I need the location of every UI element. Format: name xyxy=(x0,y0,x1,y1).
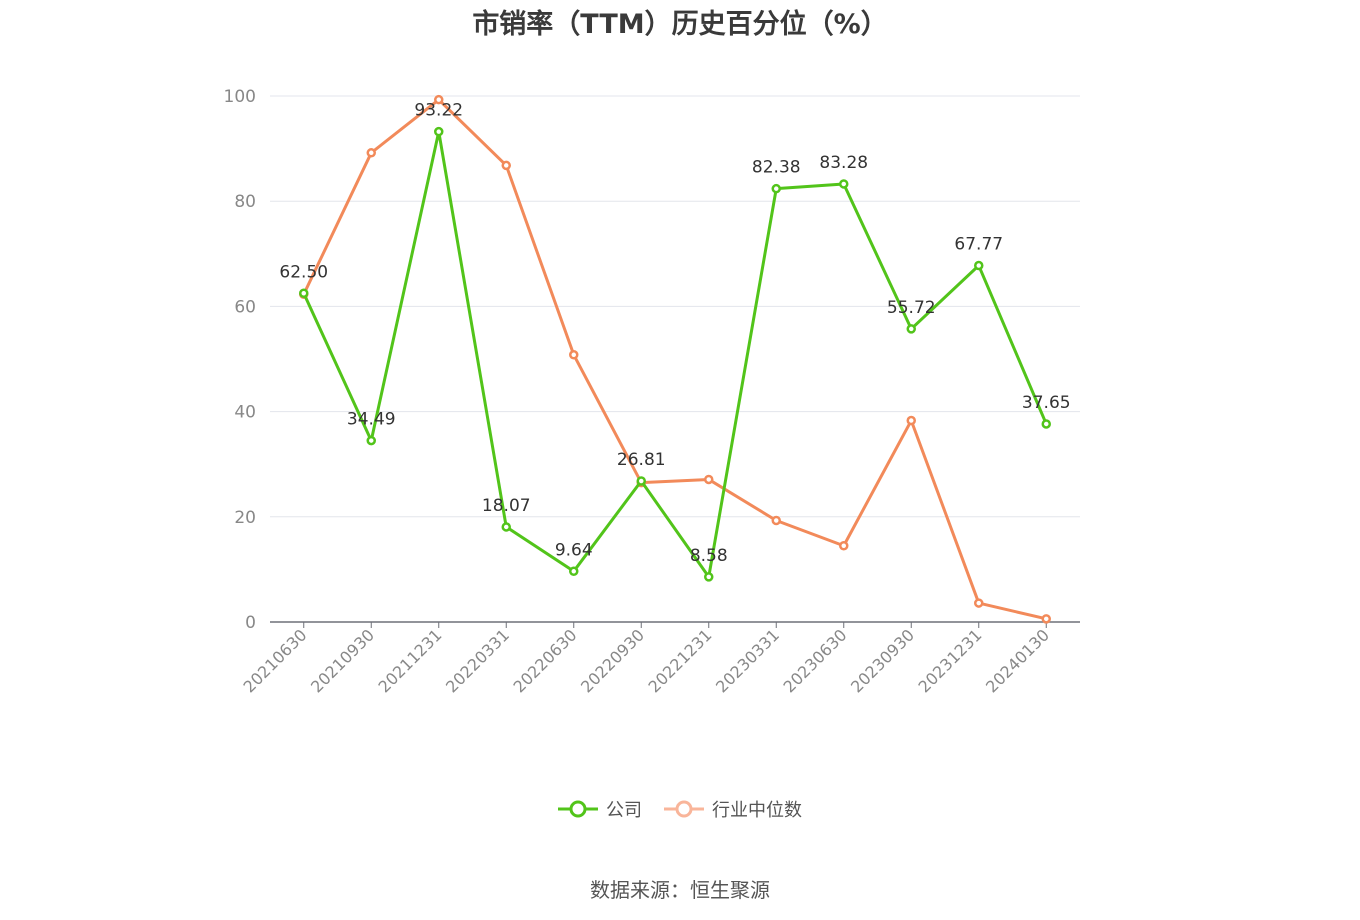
y-tick-label: 80 xyxy=(234,192,256,212)
data-label: 82.38 xyxy=(752,158,801,178)
company-point xyxy=(974,260,984,271)
company-point xyxy=(569,566,579,577)
company-point xyxy=(704,572,714,582)
industry-median-point xyxy=(569,350,579,360)
data-label: 37.65 xyxy=(1022,393,1071,413)
industry-median-point xyxy=(704,474,714,485)
legend-company-label: 公司 xyxy=(606,800,642,821)
x-tick-label: 20231231 xyxy=(915,625,986,696)
data-label: 9.64 xyxy=(555,540,593,560)
company-point xyxy=(1041,419,1051,429)
data-labels: 62.50 34.49 93.22 18.07 9.64 26.81 8.58 82.38 83… xyxy=(279,101,1070,566)
industry-median-point xyxy=(839,540,849,551)
x-tick-label: 20220630 xyxy=(510,625,581,696)
y-tick-label: 40 xyxy=(234,403,256,423)
series-lines xyxy=(299,94,1051,624)
series-line-company xyxy=(302,130,1048,579)
chart-title: 市销率（TTM）历史百分位（%） xyxy=(472,9,888,40)
legend-industry-icon xyxy=(664,800,704,818)
data-label: 34.49 xyxy=(347,410,396,430)
industry-median-point xyxy=(434,94,444,105)
x-tick-label: 20220331 xyxy=(442,625,513,696)
company-point xyxy=(636,476,646,486)
y-tick-label: 20 xyxy=(234,508,256,528)
data-label: 8.58 xyxy=(690,546,728,566)
y-tick-label: 60 xyxy=(234,297,256,317)
x-tick-label: 20230331 xyxy=(712,625,783,696)
industry-median-point xyxy=(366,148,376,158)
y-tick-label: 100 xyxy=(224,87,256,107)
data-label: 26.81 xyxy=(617,450,666,470)
x-tick-label: 20230930 xyxy=(847,625,918,696)
company-point xyxy=(366,435,376,446)
company-point xyxy=(906,324,916,334)
industry-median-point xyxy=(906,415,916,426)
industry-median-point xyxy=(771,515,781,526)
legend-item-industry-median[interactable]: 行业中位数 xyxy=(664,796,802,822)
grid-lines xyxy=(270,95,1080,518)
data-label: 67.77 xyxy=(954,235,1003,255)
x-tick-label: 20221231 xyxy=(645,625,716,696)
data-source-note: 数据来源：恒生聚源 xyxy=(590,878,770,902)
x-tick-label: 20210930 xyxy=(307,625,378,696)
x-tick-label: 20230630 xyxy=(780,625,851,696)
legend-item-company[interactable]: 公司 xyxy=(558,796,642,822)
company-point xyxy=(501,522,511,532)
data-label: 62.50 xyxy=(279,262,328,282)
industry-median-point xyxy=(1041,614,1051,624)
data-label: 93.22 xyxy=(414,101,463,121)
company-point xyxy=(771,183,781,194)
axes: 0204060801002021063020210930202112312022… xyxy=(224,87,1080,696)
industry-median-point xyxy=(501,160,511,171)
legend: 公司 行业中位数 xyxy=(0,796,1360,822)
industry-median-point xyxy=(974,598,984,608)
x-tick-label: 20240130 xyxy=(982,625,1053,696)
legend-industry-label: 行业中位数 xyxy=(712,800,802,821)
data-label: 83.28 xyxy=(819,153,868,173)
y-tick-label: 0 xyxy=(245,613,256,633)
x-tick-label: 20211231 xyxy=(375,625,446,696)
company-point xyxy=(434,126,444,137)
x-tick-label: 20210630 xyxy=(240,625,311,696)
company-point xyxy=(299,288,309,298)
x-tick-label: 20220930 xyxy=(577,625,648,696)
data-label: 18.07 xyxy=(482,496,531,516)
legend-company-icon xyxy=(558,800,598,818)
data-label: 55.72 xyxy=(887,298,936,318)
series-line-industry-median xyxy=(302,98,1047,621)
company-point xyxy=(839,179,849,189)
